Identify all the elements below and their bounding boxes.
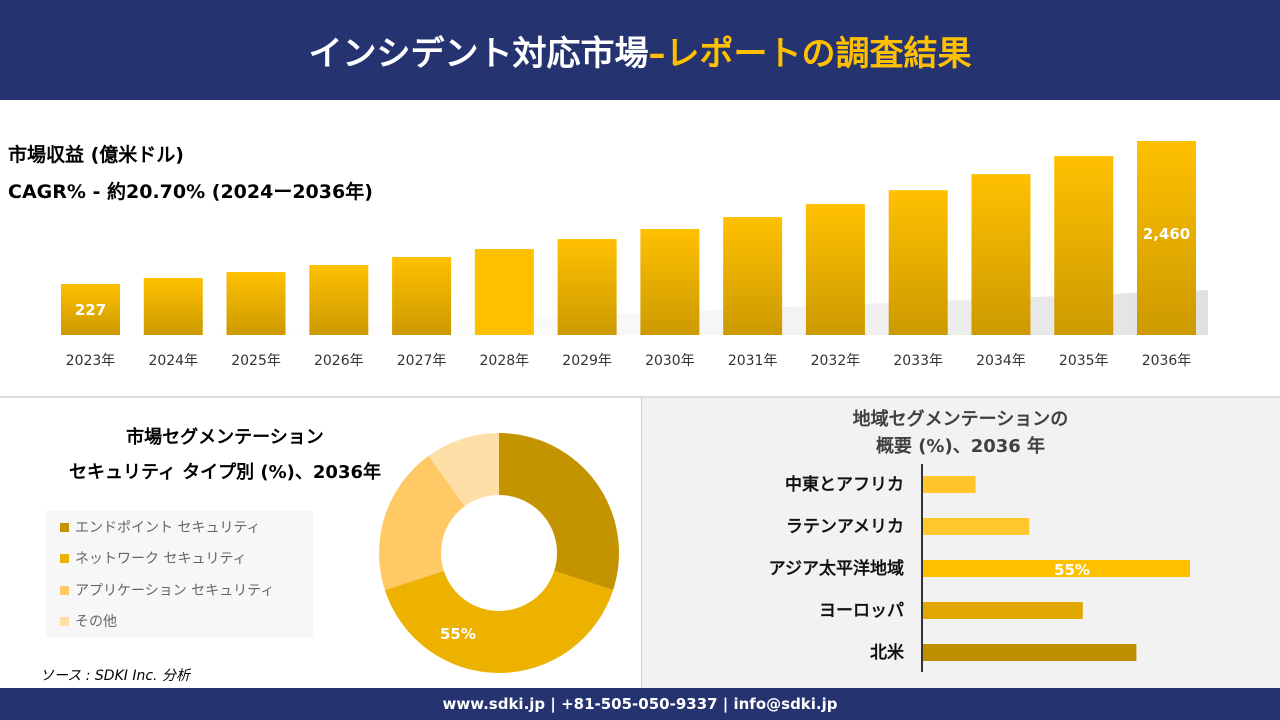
revenue-bar (723, 217, 783, 335)
x-tick-label: 2025年 (231, 353, 281, 369)
legend-item: アプリケーション セキュリティ (60, 580, 274, 600)
legend-swatch (60, 522, 69, 532)
revenue-bar (971, 174, 1031, 335)
region-bar (922, 518, 1030, 535)
source-note: ソース : SDKI Inc. 分析 (40, 668, 190, 684)
revenue-bar (309, 265, 369, 335)
revenue-bar (888, 190, 948, 335)
x-tick-label: 2034年 (976, 353, 1026, 369)
revenue-bar (1137, 141, 1197, 335)
donut-data-label: 55% (440, 625, 476, 643)
legend-label: エンドポイント セキュリティ (75, 520, 261, 536)
segment-subtitle: セキュリティ タイプ別 (%)、2036年 (68, 462, 382, 483)
donut-slice (499, 433, 619, 591)
region-bar (922, 644, 1137, 661)
region-label: ラテンアメリカ (786, 517, 904, 537)
donut-slice (428, 433, 499, 507)
revenue-bar (640, 229, 700, 335)
header-banner: インシデント対応市場 –レポートの調査結果 (0, 0, 1280, 100)
x-tick-label: 2023年 (66, 353, 116, 369)
revenue-bar-chart: 2023年 227 2024年 2025年 2026年 2027年 2028年 2029年 20… (61, 141, 1208, 369)
revenue-bar (805, 204, 865, 335)
revenue-bar (61, 284, 120, 335)
x-tick-label: 2033年 (893, 353, 943, 369)
revenue-bar (143, 277, 203, 335)
region-label: ヨーロッパ (819, 601, 904, 621)
donut-legend: エンドポイント セキュリティ ネットワーク セキュリティ アプリケーション セキ… (46, 511, 313, 637)
legend-item: ネットワーク セキュリティ (60, 548, 247, 568)
region-title: 地域セグメンテーションの (852, 409, 1069, 430)
page-title-accent: –レポートの調査結果 (648, 33, 972, 74)
segment-title: 市場セグメンテーション (126, 427, 324, 448)
legend-label: ネットワーク セキュリティ (75, 551, 247, 567)
region-label: 北米 (870, 642, 905, 663)
legend-swatch (60, 616, 69, 626)
x-tick-label: 2035年 (1059, 353, 1109, 369)
x-tick-label: 2026年 (314, 353, 364, 369)
cagr-subtitle: CAGR% - 約20.70% (2024ー2036年) (8, 181, 373, 203)
revenue-bar (557, 239, 617, 335)
legend-label: その他 (75, 614, 117, 630)
revenue-bar (474, 249, 534, 335)
x-tick-label: 2036年 (1142, 353, 1192, 369)
x-tick-label: 2028年 (480, 353, 530, 369)
region-bar (922, 602, 1083, 619)
revenue-title: 市場収益 (億米ドル) (8, 144, 184, 166)
region-bar (922, 476, 976, 493)
region-bar (922, 560, 1190, 577)
page-title: インシデント対応市場 (308, 33, 649, 74)
footer-contact: www.sdki.jp | +81-505-050-9337 | info@sd… (0, 688, 1280, 720)
revenue-bar (226, 272, 286, 335)
region-panel (641, 398, 1280, 688)
legend-item: その他 (60, 611, 117, 631)
legend-swatch (60, 553, 69, 563)
revenue-bar (392, 257, 452, 335)
bar-data-label: 227 (75, 301, 106, 319)
x-tick-label: 2031年 (728, 353, 778, 369)
revenue-bar (1054, 156, 1114, 335)
security-type-donut (379, 433, 619, 673)
divider (0, 396, 1280, 398)
x-tick-label: 2032年 (811, 353, 861, 369)
legend-item: エンドポイント セキュリティ (60, 517, 261, 537)
donut-slice (379, 455, 465, 591)
legend-label: アプリケーション セキュリティ (75, 583, 275, 599)
x-tick-label: 2029年 (562, 353, 612, 369)
x-tick-label: 2030年 (645, 353, 695, 369)
region-subtitle: 概要 (%)、2036 年 (875, 436, 1046, 457)
region-label: 中東とアフリカ (785, 474, 904, 495)
bar-data-label: 2,460 (1143, 225, 1190, 243)
x-tick-label: 2027年 (397, 353, 447, 369)
donut-slice (384, 570, 614, 673)
legend-swatch (60, 585, 69, 595)
x-tick-label: 2024年 (148, 353, 198, 369)
region-label: アジア太平洋地域 (769, 558, 904, 579)
region-data-label: 55% (1054, 561, 1090, 579)
